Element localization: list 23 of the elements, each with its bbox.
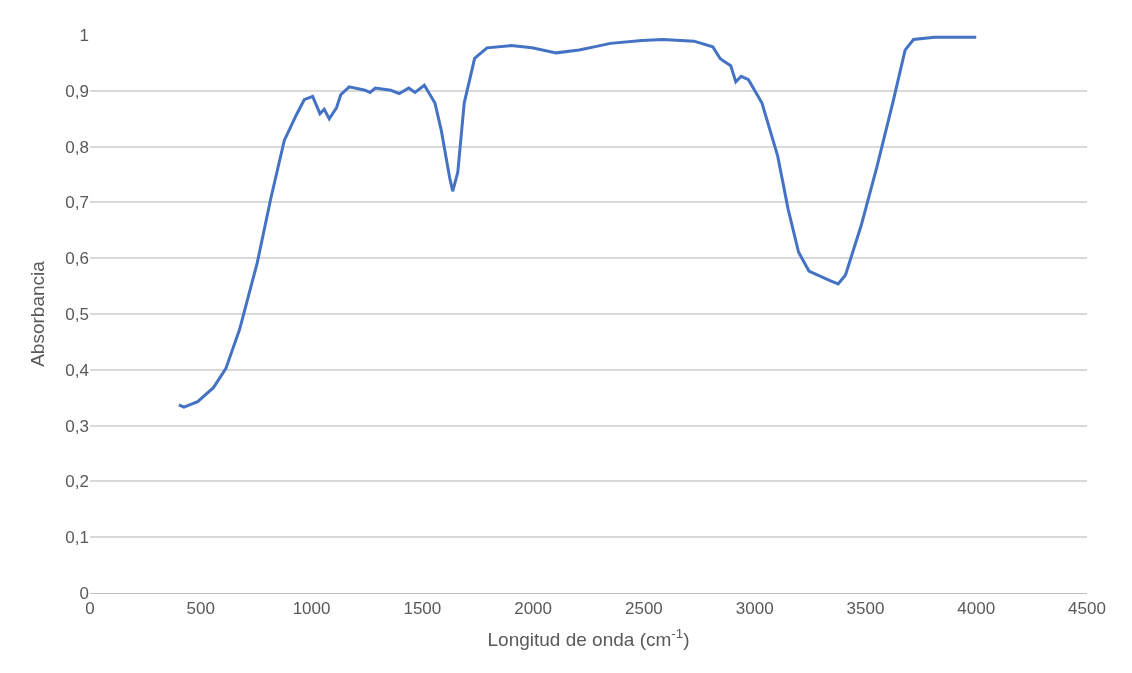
x-axis-title: Longitud de onda (cm$^{-1}$) [487,626,690,651]
y-tick-label: 0,5 [65,304,89,324]
x-tick-label: 3500 [846,599,885,619]
y-tick-label: 0,2 [65,472,89,492]
y-tick-label: 0,3 [65,416,89,436]
y-axis-title: Absorbancia [27,260,49,367]
line-series [177,35,978,409]
y-tick-label: 0,6 [65,249,89,269]
x-tick-label: 2500 [624,599,663,619]
x-tick-label: 1000 [292,599,331,619]
y-tick-label: 0,8 [65,137,89,157]
x-tick-label: 1500 [403,599,442,619]
y-tick-label: 0,7 [65,193,89,213]
x-tick-label: 4000 [957,599,996,619]
y-tick-label: 1 [79,25,89,45]
x-tick-label: 500 [186,599,215,619]
x-tick-label: 2000 [514,599,553,619]
y-tick-label: 0 [79,583,89,603]
y-tick-label: 0,1 [65,528,89,548]
x-tick-label: 4500 [1068,599,1106,619]
y-tick-label: 0,4 [65,360,89,380]
x-tick-label: 3000 [735,599,774,619]
y-tick-label: 0,9 [65,81,89,101]
